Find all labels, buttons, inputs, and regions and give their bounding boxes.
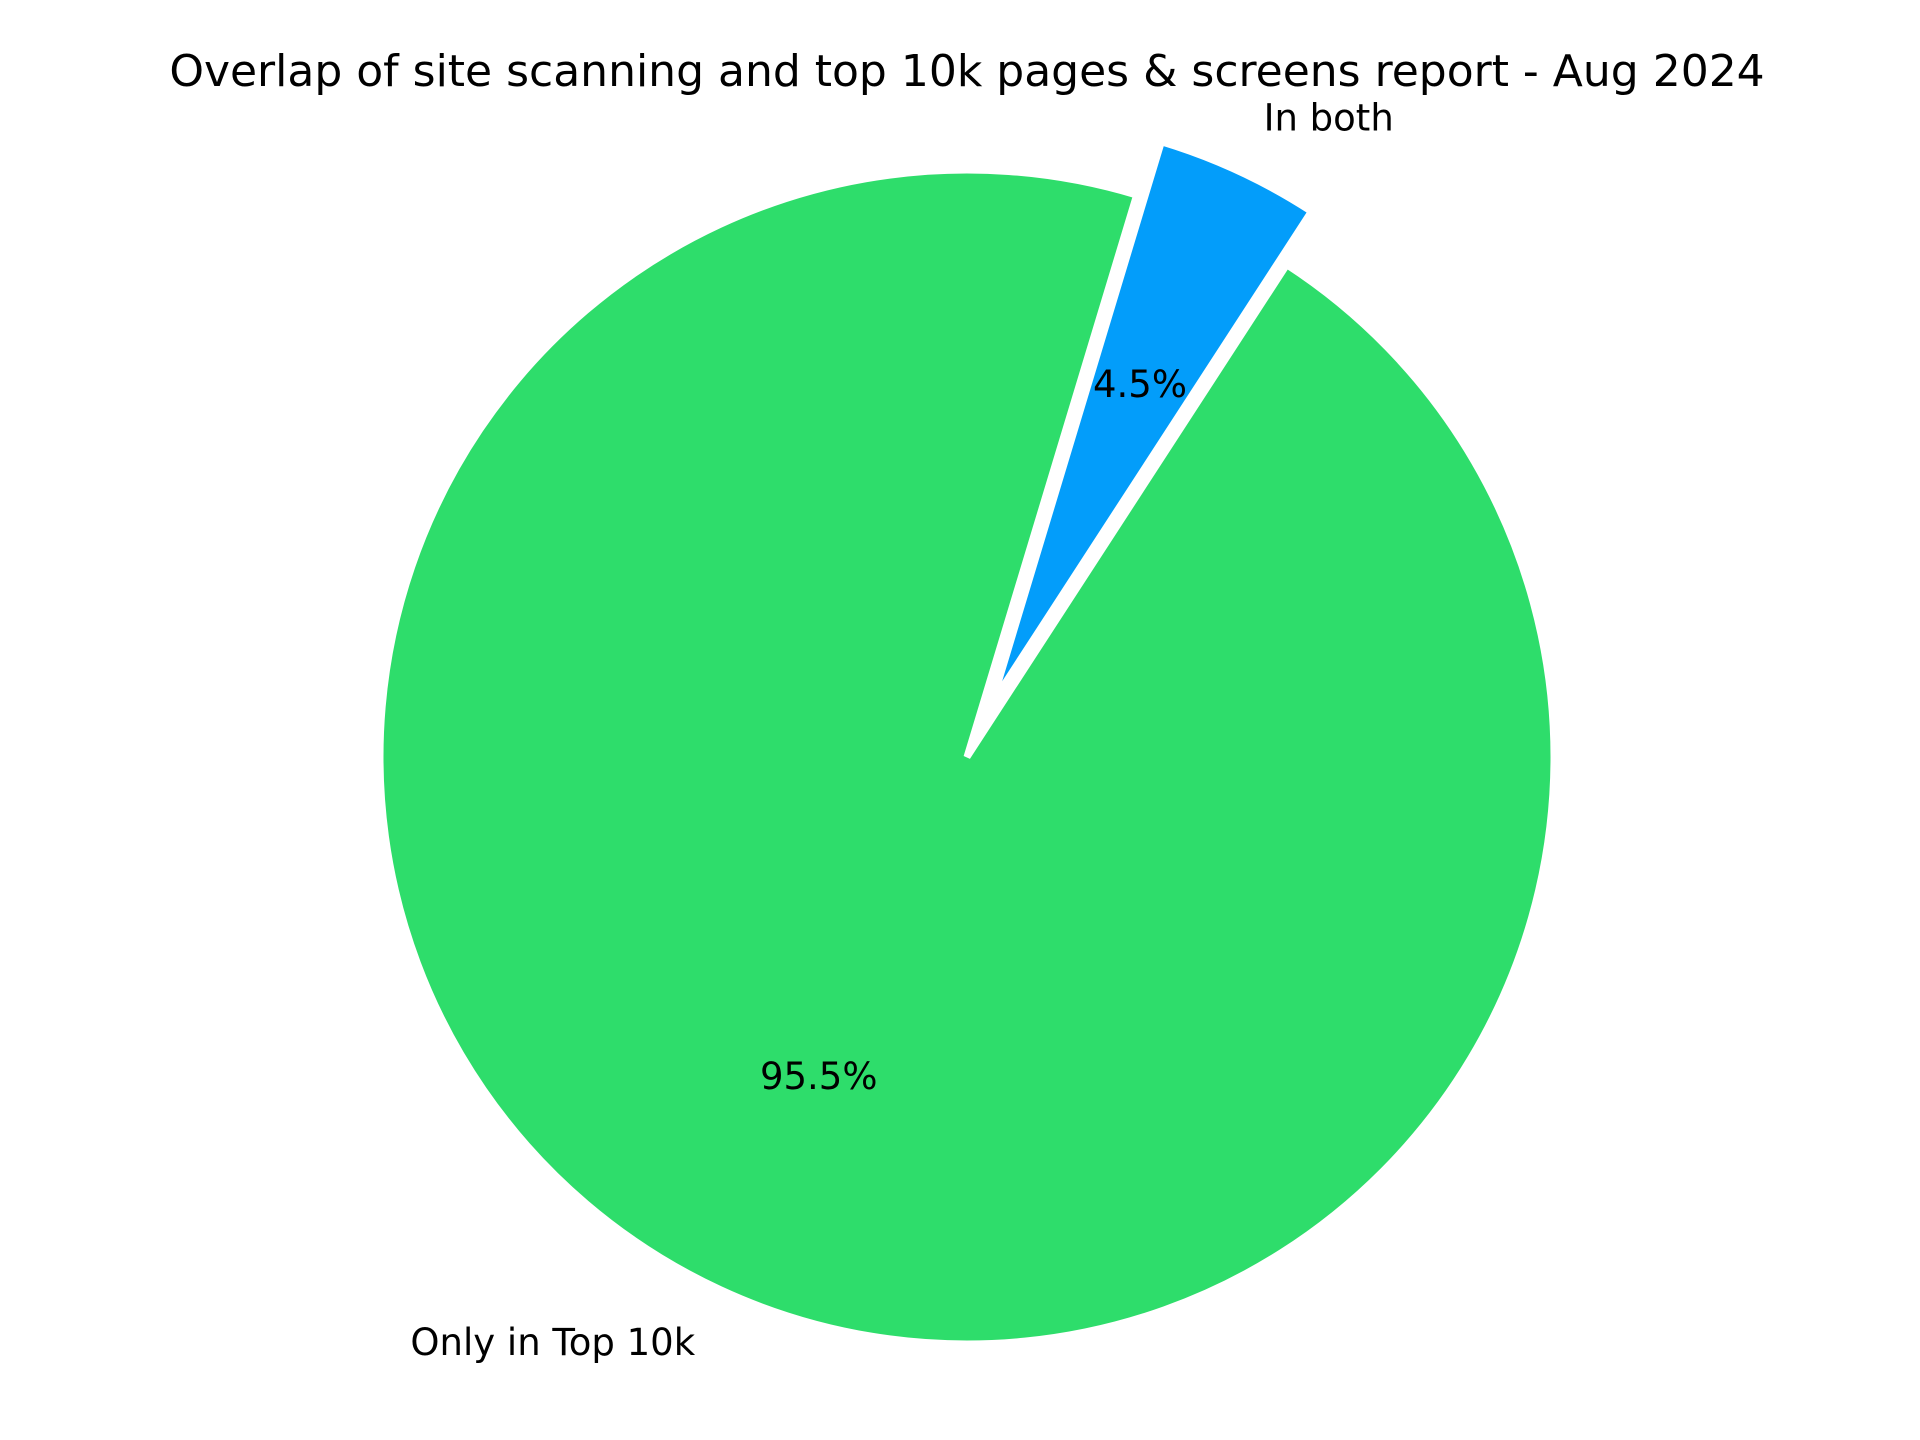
pie-slice-only-in-top-10k [376, 166, 1558, 1348]
slice-percent-label: 95.5% [760, 1055, 878, 1098]
slice-percent-label: 4.5% [1093, 363, 1187, 406]
slice-label: In both [1264, 97, 1394, 140]
slice-label: Only in Top 10k [410, 1321, 695, 1364]
pie-slices [376, 137, 1558, 1348]
pie-slice-in-both [988, 137, 1317, 706]
pie-labels: In both 4.5% Only in Top 10k 95.5% [410, 97, 1393, 1365]
chart-title: Overlap of site scanning and top 10k pag… [169, 46, 1764, 97]
